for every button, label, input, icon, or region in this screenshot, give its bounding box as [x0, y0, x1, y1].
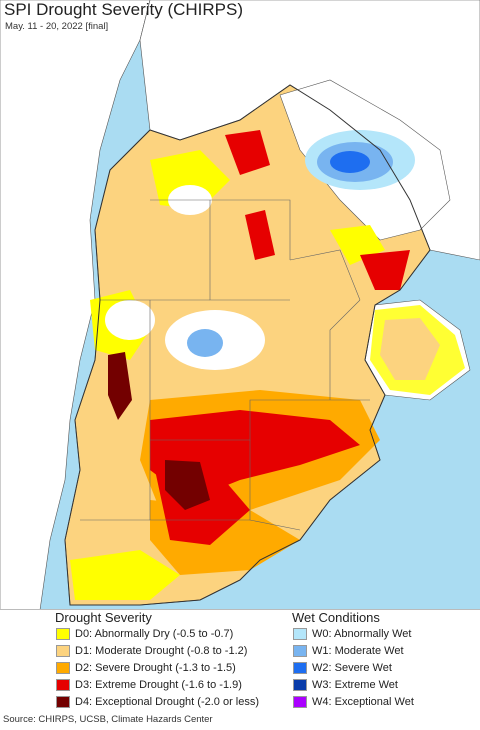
legend-swatch-d3 [56, 678, 70, 691]
legend-label-d1: D1: Moderate Drought (-0.8 to -1.2) [75, 644, 248, 657]
legend-item-d0: D0: Abnormally Dry (-0.5 to -0.7) [56, 626, 233, 641]
drought-legend-title: Drought Severity [55, 610, 152, 625]
legend-label-w1: W1: Moderate Wet [312, 644, 404, 657]
chile-land [0, 0, 151, 610]
legend-item-w4: W4: Exceptional Wet [293, 694, 414, 709]
d3-central-north [245, 210, 275, 260]
legend-item-d2: D2: Severe Drought (-1.3 to -1.5) [56, 660, 236, 675]
legend-item-w0: W0: Abnormally Wet [293, 626, 411, 641]
legend-label-w2: W2: Severe Wet [312, 661, 392, 674]
legend-swatch-d4 [56, 695, 70, 708]
legend-swatch-w2 [293, 661, 307, 674]
legend-label-w0: W0: Abnormally Wet [312, 627, 412, 640]
wet-area-north-w2 [330, 151, 370, 173]
drought-map [0, 0, 480, 610]
legend-swatch-w0 [293, 627, 307, 640]
d3-north [225, 130, 270, 175]
legend-divider [0, 609, 480, 610]
legend-swatch-d0 [56, 627, 70, 640]
source-credit: Source: CHIRPS, UCSB, Climate Hazards Ce… [3, 714, 213, 725]
d0-patch-south [70, 550, 180, 600]
uruguay-d1 [380, 318, 440, 380]
wet-legend-title: Wet Conditions [292, 610, 380, 625]
legend-swatch-w4 [293, 695, 307, 708]
wet-area-center [187, 329, 223, 357]
legend-item-d1: D1: Moderate Drought (-0.8 to -1.2) [56, 643, 247, 658]
d4-west [108, 352, 132, 420]
legend-swatch-w3 [293, 678, 307, 691]
legend-label-w3: W3: Extreme Wet [312, 678, 398, 691]
legend-swatch-d1 [56, 644, 70, 657]
legend-label-d4: D4: Exceptional Drought (-2.0 or less) [75, 695, 260, 708]
legend-swatch-w1 [293, 644, 307, 657]
map-title: SPI Drought Severity (CHIRPS) [4, 0, 244, 19]
argentina-outline [64, 84, 431, 606]
d3-northeast [360, 250, 410, 290]
legend-label-d0: D0: Abnormally Dry (-0.5 to -0.7) [75, 627, 234, 640]
legend-swatch-d2 [56, 661, 70, 674]
legend-item-w2: W2: Severe Wet [293, 660, 392, 675]
d4-south [165, 460, 210, 510]
legend-label-d2: D2: Severe Drought (-1.3 to -1.5) [75, 661, 236, 674]
legend-item-w1: W1: Moderate Wet [293, 643, 404, 658]
normal-area-west [105, 300, 155, 340]
legend-label-d3: D3: Extreme Drought (-1.6 to -1.9) [75, 678, 242, 691]
map-subtitle: May. 11 - 20, 2022 [final] [5, 21, 109, 32]
legend-label-w4: W4: Exceptional Wet [312, 695, 414, 708]
province-borders [80, 199, 370, 531]
legend-item-d4: D4: Exceptional Drought (-2.0 or less) [56, 694, 259, 709]
legend-item-w3: W3: Extreme Wet [293, 677, 398, 692]
legend-item-d3: D3: Extreme Drought (-1.6 to -1.9) [56, 677, 242, 692]
